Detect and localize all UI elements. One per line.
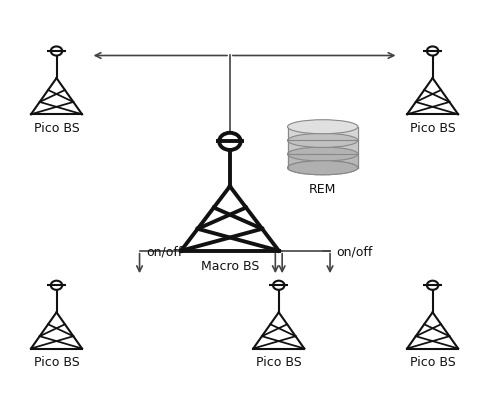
Text: REM: REM [309, 183, 336, 196]
Text: Pico BS: Pico BS [34, 356, 80, 369]
Ellipse shape [288, 133, 358, 147]
Polygon shape [288, 127, 358, 141]
Text: Pico BS: Pico BS [410, 356, 455, 369]
Polygon shape [288, 154, 358, 168]
Ellipse shape [288, 120, 358, 134]
Text: on/off: on/off [336, 245, 372, 258]
Text: Pico BS: Pico BS [34, 122, 80, 135]
Ellipse shape [288, 147, 358, 161]
Ellipse shape [288, 161, 358, 175]
Polygon shape [288, 141, 358, 154]
Text: Pico BS: Pico BS [410, 122, 455, 135]
Text: Macro BS: Macro BS [201, 261, 259, 274]
Ellipse shape [288, 161, 358, 175]
Text: on/off: on/off [146, 245, 182, 258]
Text: Pico BS: Pico BS [256, 356, 302, 369]
